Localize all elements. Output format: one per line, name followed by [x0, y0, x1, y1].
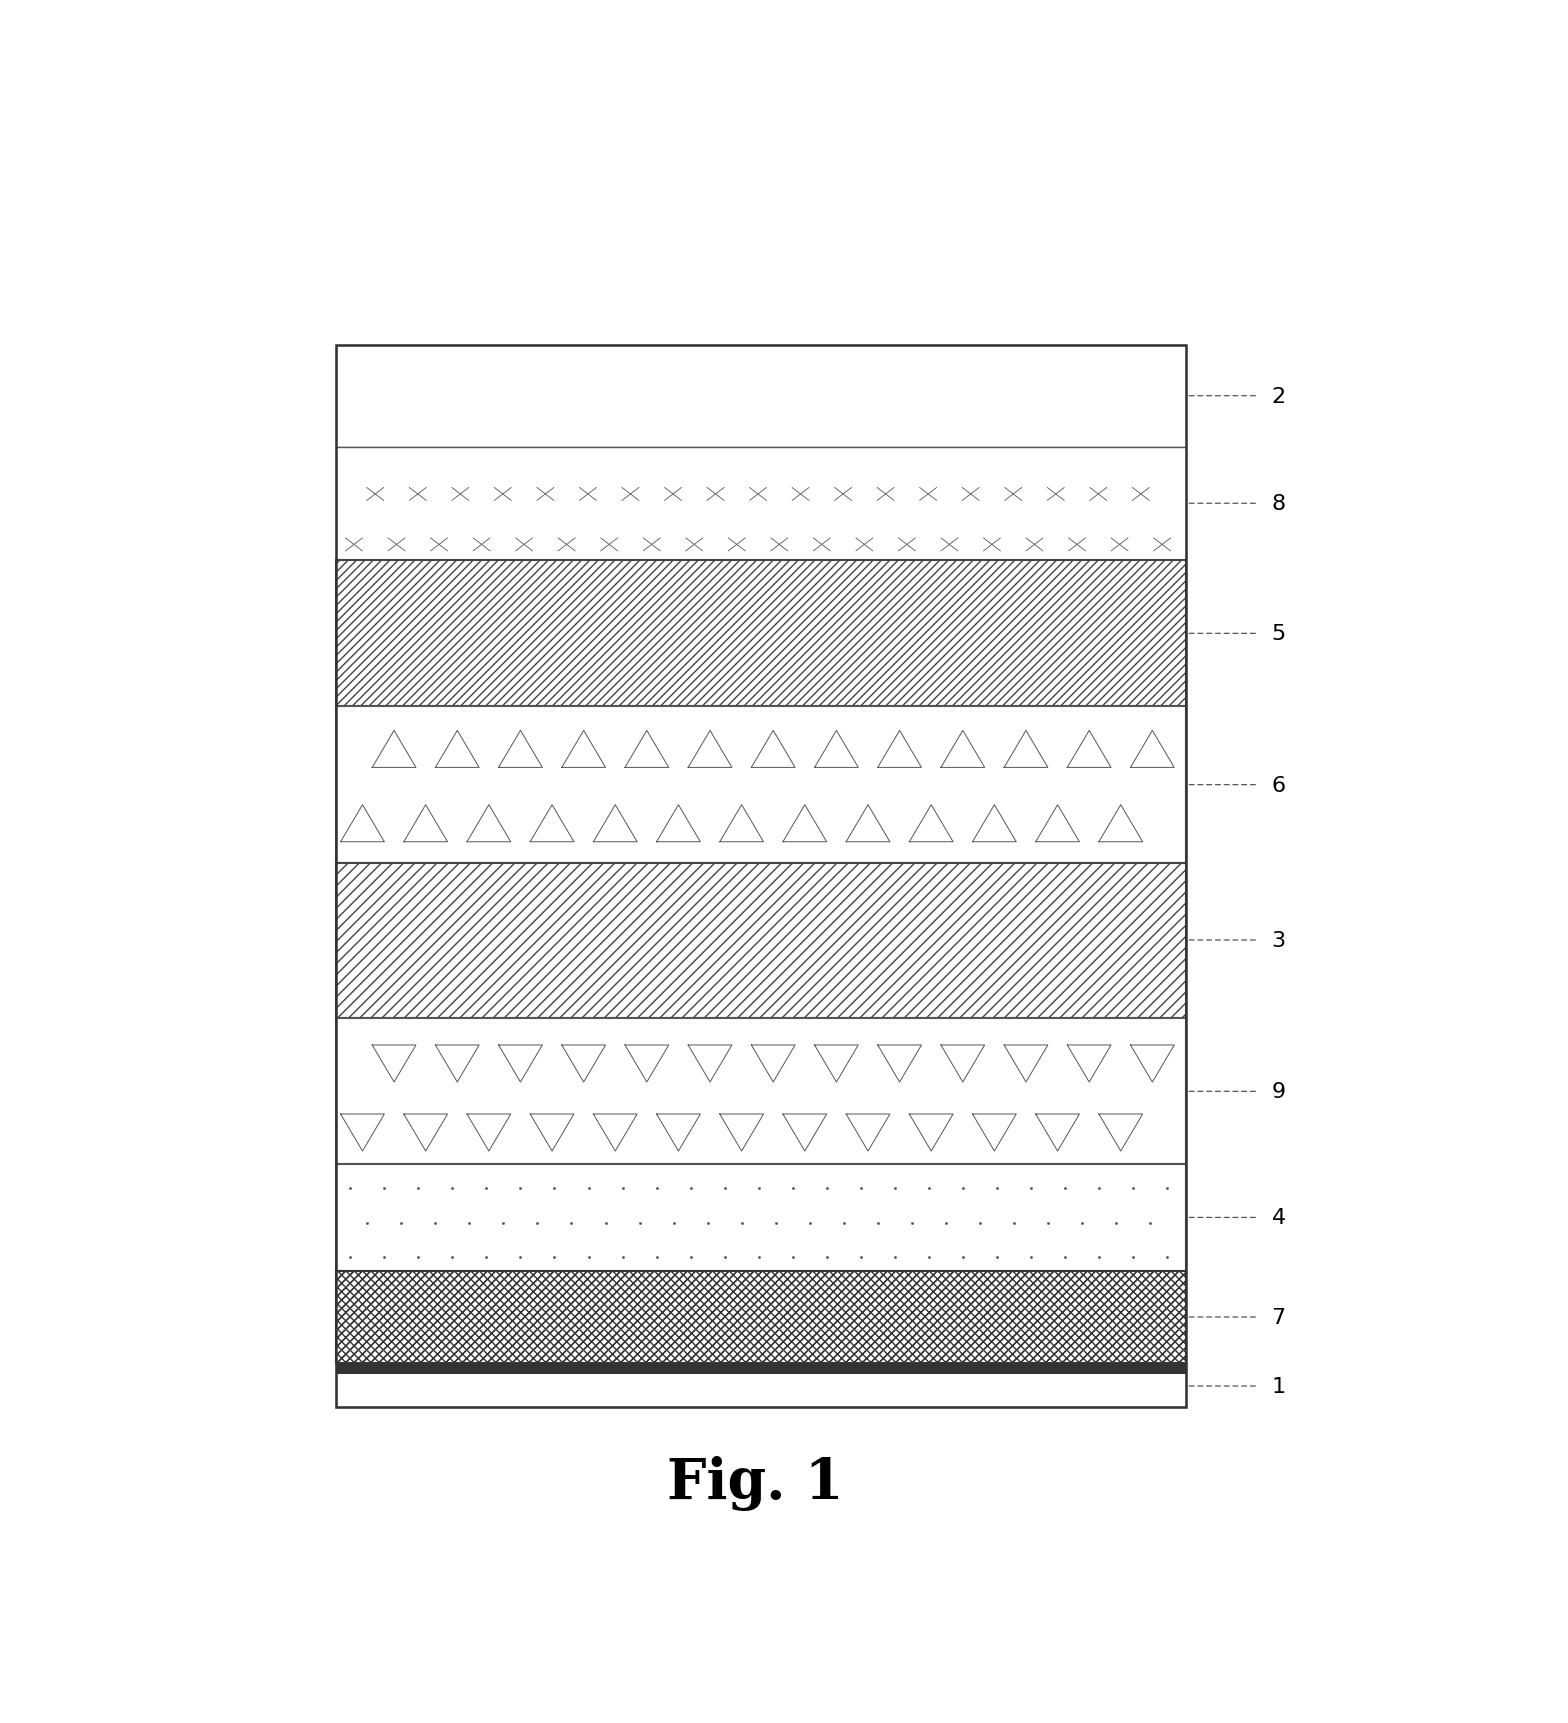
Bar: [336, 1363, 1187, 1408]
Bar: [336, 1272, 1187, 1363]
Bar: [336, 863, 1187, 1018]
Text: 5: 5: [1272, 624, 1286, 644]
Bar: [336, 346, 1187, 1408]
Text: 7: 7: [1272, 1308, 1286, 1327]
Bar: [336, 346, 1187, 448]
Bar: [336, 562, 1187, 706]
Bar: [336, 1018, 1187, 1165]
Text: 9: 9: [1272, 1082, 1286, 1101]
Bar: [336, 706, 1187, 863]
Text: 2: 2: [1272, 386, 1286, 407]
Text: 1: 1: [1272, 1377, 1286, 1396]
Text: Fig. 1: Fig. 1: [666, 1456, 844, 1511]
Bar: [336, 448, 1187, 562]
Bar: [336, 1165, 1187, 1272]
Bar: [336, 1363, 1187, 1375]
Text: 8: 8: [1272, 495, 1286, 513]
Bar: [336, 1272, 1187, 1363]
Text: 3: 3: [1272, 930, 1286, 951]
Text: 6: 6: [1272, 775, 1286, 796]
Text: 4: 4: [1272, 1208, 1286, 1228]
